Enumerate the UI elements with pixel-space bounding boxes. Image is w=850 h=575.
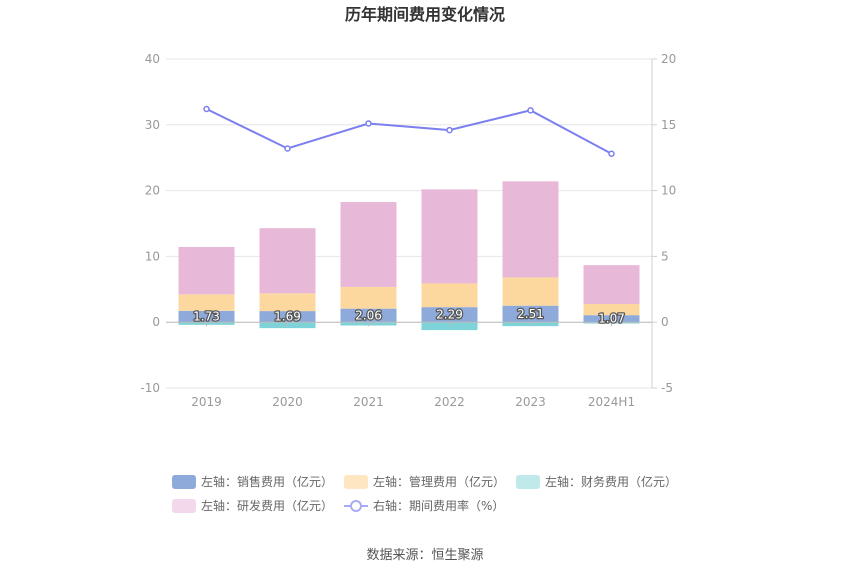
left-tick-label: 30 [145,118,160,132]
legend-label: 左轴：研发费用（亿元） [201,498,333,513]
legend-swatch [172,499,196,513]
bar-value-label: 1.07 [598,312,625,326]
grid-lines [166,58,652,389]
bar [502,277,559,306]
right-axis: -5 0 5 10 15 20 [651,52,676,395]
bar [178,246,235,295]
bar [421,307,478,323]
right-tick-label: -5 [661,381,673,395]
left-tick-label: -10 [140,381,160,395]
bar [340,286,397,309]
left-tick-label: 20 [145,184,160,198]
bar [583,265,640,304]
legend-label: 左轴：管理费用（亿元） [373,474,505,489]
legend-label: 左轴：财务费用（亿元） [545,474,677,489]
bar [583,303,640,316]
rate-point [365,120,372,127]
bar-value-label: 2.51 [517,307,544,321]
x-tick-label: 2024H1 [588,395,635,409]
bar [340,308,397,323]
left-tick-label: 40 [145,52,160,66]
rate-point [527,107,534,114]
legend-item[interactable]: 左轴：财务费用（亿元） [516,474,677,489]
bar [502,305,559,323]
bar-value-label: 2.29 [436,308,463,322]
legend-item[interactable]: 右轴：期间费用率（%） [344,498,504,513]
x-tick-label: 2020 [272,395,303,409]
right-tick-label: 20 [661,52,676,66]
legend-label: 右轴：期间费用率（%） [373,498,504,513]
x-tick-label: 2021 [353,395,384,409]
chart-title: 历年期间费用变化情况 [345,5,505,24]
bar [421,189,478,284]
right-tick-label: 0 [661,315,669,329]
rate-point [446,126,453,134]
left-axis: -10 0 10 20 30 40 [140,52,160,395]
legend-item[interactable]: 左轴：研发费用（亿元） [172,498,333,513]
rate-line [203,105,615,158]
right-tick-label: 15 [661,118,676,132]
legend-swatch [344,475,368,489]
x-tick-label: 2023 [515,395,546,409]
bar [259,228,316,294]
legend-item[interactable]: 左轴：管理费用（亿元） [344,474,505,489]
bar-value-label: 2.06 [355,308,382,322]
bar [421,283,478,308]
x-tick-label: 2019 [191,395,222,409]
source-note: 数据来源：恒生聚源 [366,548,483,563]
legend-label: 左轴：销售费用（亿元） [201,474,333,489]
bar [502,181,559,278]
right-tick-label: 5 [661,249,669,263]
bar [259,293,316,312]
right-tick-label: 10 [661,184,676,198]
bar [178,294,235,311]
rate-point [284,145,291,152]
rate-point [203,105,210,113]
bar [178,310,235,323]
rate-line-path [206,108,612,155]
legend[interactable]: 左轴：销售费用（亿元） 左轴：管理费用（亿元） 左轴：财务费用（亿元） 左轴：研发费用… [172,474,677,513]
x-tick-label: 2022 [434,395,465,409]
left-tick-label: 10 [145,249,160,263]
legend-line-marker [350,500,362,512]
x-axis: 2019 2020 2021 2022 2023 2024H1 [166,321,652,409]
bar [340,202,397,287]
bar-value-label: 1.73 [193,310,220,324]
rate-point [608,150,615,158]
bar-labels: 1.73 1.69 2.06 2.29 2.51 1.07 [192,306,626,327]
legend-item[interactable]: 左轴：销售费用（亿元） [172,474,333,489]
legend-swatch [172,475,196,489]
bar [583,315,640,323]
bar [259,311,316,323]
left-tick-label: 0 [152,315,160,329]
bar-value-label: 1.69 [274,310,301,324]
legend-swatch [516,475,540,489]
bar-series [178,181,640,331]
